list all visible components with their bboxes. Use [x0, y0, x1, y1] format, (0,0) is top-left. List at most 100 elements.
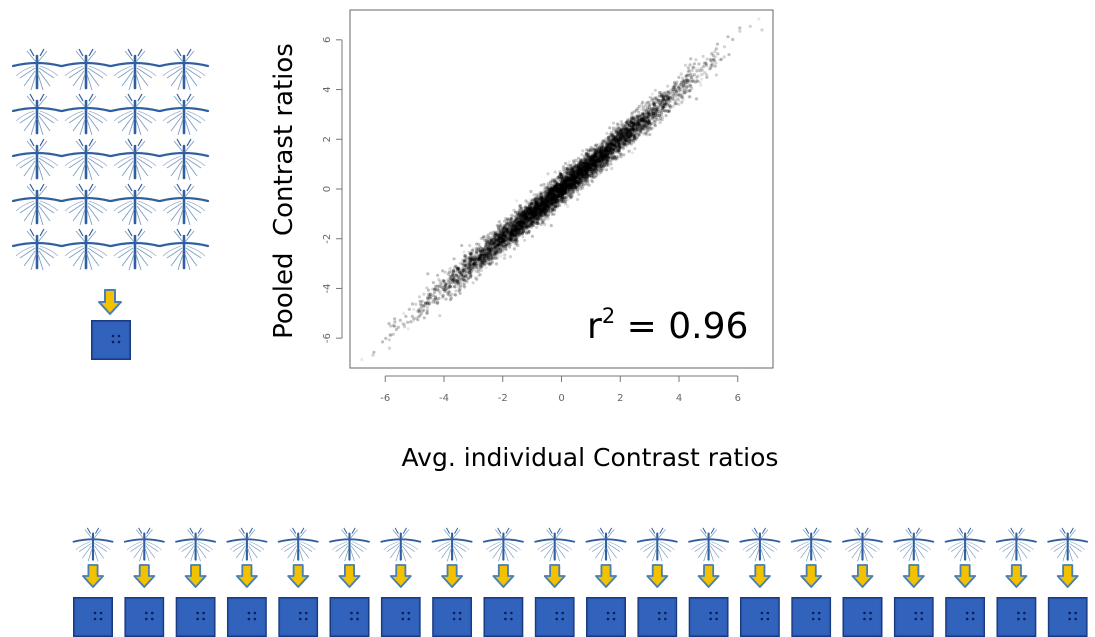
- mosquito-icon: [109, 93, 161, 137]
- data-point: [538, 196, 542, 200]
- data-point: [594, 163, 599, 168]
- data-point: [509, 226, 514, 230]
- data-point: [536, 208, 540, 212]
- data-point: [579, 170, 583, 174]
- data-point: [552, 184, 556, 189]
- mosquito-icon: [158, 183, 210, 227]
- data-point: [522, 212, 526, 216]
- data-point: [393, 320, 398, 324]
- data-point: [540, 195, 544, 199]
- data-point: [554, 196, 559, 200]
- data-point: [497, 239, 501, 243]
- data-point: [551, 186, 555, 190]
- data-point: [573, 175, 577, 180]
- data-point: [572, 185, 576, 189]
- data-point: [591, 160, 595, 164]
- data-point: [599, 154, 604, 158]
- data-point: [638, 123, 642, 127]
- data-point: [621, 131, 625, 136]
- data-point: [644, 107, 648, 111]
- data-point: [544, 190, 549, 194]
- data-point: [581, 170, 586, 174]
- data-point: [616, 141, 621, 145]
- data-point: [484, 246, 489, 250]
- data-point: [551, 192, 556, 196]
- data-point: [510, 235, 515, 239]
- mosquito-icon: [11, 48, 63, 92]
- data-point: [541, 210, 546, 214]
- data-point: [426, 294, 430, 298]
- data-point: [360, 358, 364, 362]
- data-point: [565, 185, 569, 189]
- data-point: [587, 166, 591, 170]
- data-point: [566, 176, 570, 180]
- data-point: [595, 159, 600, 163]
- data-point: [465, 281, 469, 285]
- data-point: [658, 111, 662, 115]
- data-point: [531, 211, 535, 215]
- data-point: [606, 148, 610, 152]
- data-point: [631, 127, 635, 131]
- data-point: [586, 164, 590, 168]
- data-point: [477, 274, 481, 278]
- data-point: [516, 228, 520, 232]
- data-point: [531, 198, 535, 202]
- data-point: [534, 206, 538, 210]
- data-point: [573, 170, 577, 174]
- data-point: [609, 153, 613, 157]
- data-point: [627, 125, 631, 129]
- data-point: [582, 170, 586, 174]
- data-point: [541, 189, 545, 194]
- data-point: [512, 227, 516, 231]
- data-point: [406, 327, 410, 331]
- data-point: [628, 141, 632, 146]
- data-point: [585, 160, 589, 165]
- data-point: [503, 233, 507, 237]
- data-point: [538, 192, 542, 196]
- data-point: [757, 17, 761, 21]
- mosquito-icon: [109, 183, 161, 227]
- data-point: [559, 181, 563, 185]
- data-point: [565, 184, 570, 188]
- data-point: [519, 224, 524, 228]
- data-point: [590, 175, 594, 179]
- data-point: [585, 170, 589, 174]
- data-point: [579, 169, 583, 173]
- data-point: [572, 172, 576, 176]
- data-point: [596, 159, 601, 163]
- data-point: [509, 236, 513, 240]
- data-point: [498, 231, 502, 235]
- data-point: [570, 183, 574, 187]
- data-point: [499, 234, 503, 238]
- data-point: [600, 155, 605, 159]
- data-point: [478, 248, 482, 252]
- data-point: [569, 179, 573, 183]
- data-point: [604, 140, 609, 144]
- data-point: [646, 109, 650, 113]
- data-point: [474, 257, 478, 261]
- data-point: [597, 148, 601, 152]
- data-point: [475, 263, 479, 267]
- data-point: [513, 222, 517, 226]
- data-point: [570, 179, 574, 183]
- data-point: [454, 278, 458, 282]
- data-point: [546, 201, 551, 205]
- data-point: [602, 156, 606, 160]
- data-point: [661, 95, 666, 99]
- data-point: [579, 170, 583, 174]
- data-point: [620, 142, 624, 146]
- data-point: [650, 92, 655, 96]
- data-point: [580, 174, 585, 178]
- pooled-pipeline: [91, 289, 131, 360]
- mosquito-icon: [109, 138, 161, 182]
- data-point: [534, 202, 538, 206]
- data-point: [638, 113, 642, 117]
- data-point: [556, 185, 560, 189]
- data-point: [554, 200, 558, 205]
- mosquito-icon: [11, 183, 63, 227]
- data-point: [472, 268, 476, 272]
- data-point: [519, 217, 523, 221]
- data-point: [583, 167, 587, 171]
